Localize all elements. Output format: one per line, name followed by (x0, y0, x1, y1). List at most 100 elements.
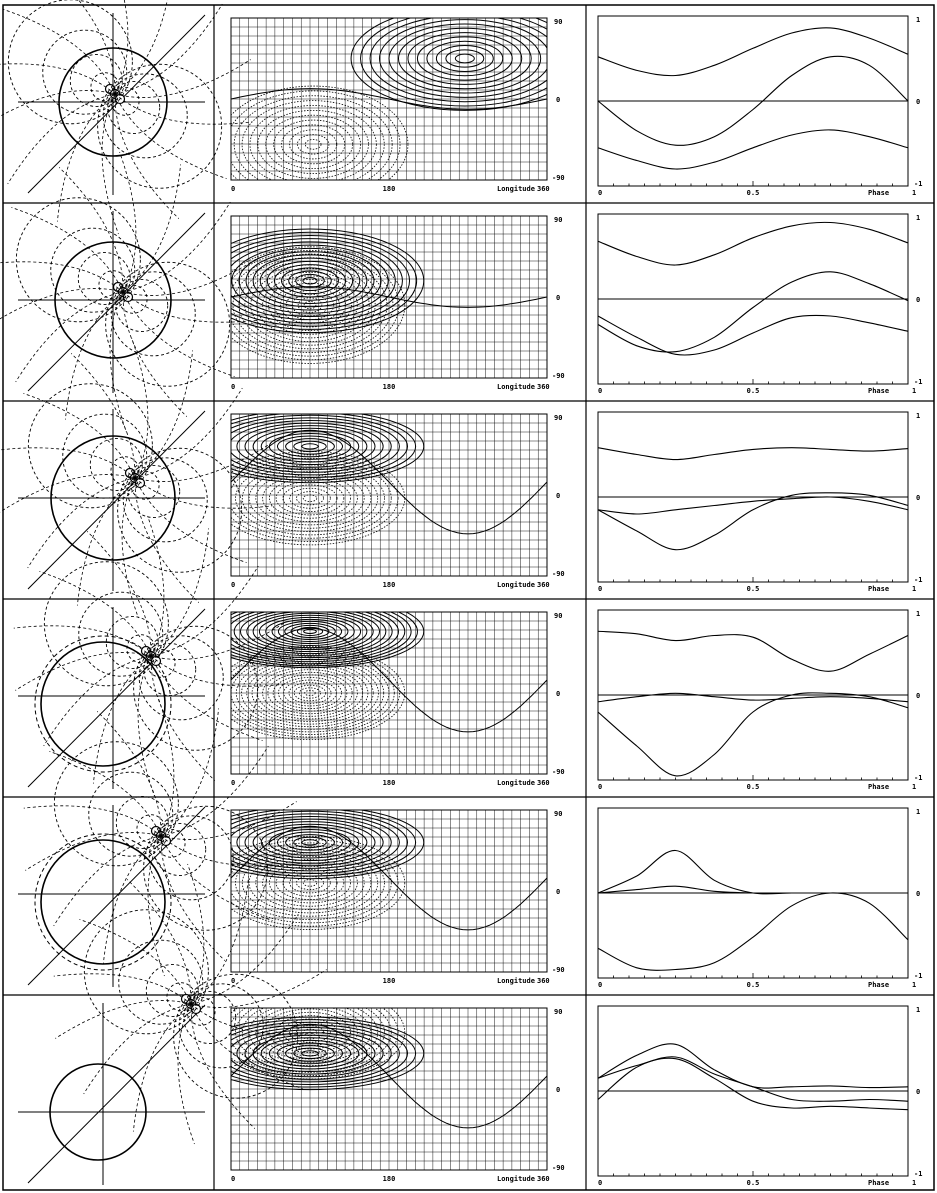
field-diagram (0, 0, 253, 235)
contour-line (281, 267, 339, 295)
field-line (114, 93, 180, 219)
curve-y-tick-label: 1 (916, 16, 920, 24)
map-x-tick-label: 0 (231, 185, 235, 193)
field-loop (62, 413, 148, 499)
map-y-tick-label: 90 (554, 414, 562, 422)
field-loop (7, 0, 133, 125)
field-loop (130, 470, 160, 500)
field-line (13, 625, 152, 657)
field-line (102, 835, 162, 964)
field-line (150, 565, 259, 657)
contour-line (231, 1021, 408, 1085)
field-line (7, 93, 116, 185)
field-line (0, 474, 136, 513)
contour-line (265, 616, 355, 647)
curve-y-tick-label: 0 (916, 494, 920, 502)
contour-line (231, 612, 418, 667)
field-loop (153, 823, 207, 876)
map-x-axis-label: Longitude (497, 977, 535, 985)
field-line (122, 257, 259, 296)
diagram-axis-diagonal (27, 212, 206, 392)
curve-y-tick-label: 1 (916, 610, 920, 618)
field-line (109, 291, 127, 433)
map-y-tick-label: -90 (552, 570, 565, 578)
contour-line (260, 826, 360, 859)
field-line (177, 1003, 195, 1145)
contour-line-dashed (293, 684, 327, 702)
phase-curve-panel: 0 0.5 Phase 1 1 0 -1 (597, 609, 922, 791)
contour-line (276, 1042, 344, 1065)
contour-line (231, 244, 389, 317)
map-x-tick-label: 360 (537, 977, 550, 985)
contour-line (258, 614, 362, 649)
field-diagram (18, 863, 329, 1185)
phase-curve (597, 885, 908, 894)
contour-line (231, 417, 400, 476)
contour-line-dashed (231, 454, 399, 542)
field-loop (27, 383, 153, 509)
field-loop (50, 227, 136, 313)
contour-line (231, 414, 417, 481)
contour-line-dashed (241, 100, 385, 180)
contour-line (276, 435, 344, 458)
trajectory-line (231, 825, 547, 931)
map-y-tick-label: 90 (554, 216, 562, 224)
contour-line-dashed (299, 687, 321, 699)
field-loop (102, 73, 188, 159)
contour-line-dashed (296, 134, 330, 155)
field-line (150, 655, 263, 741)
contour-map: 0 180 Longitude 360 90 0 -90 (230, 17, 565, 193)
field-line (134, 387, 243, 479)
curve-x-tick-label: 1 (912, 783, 916, 791)
contour-line-dashed (304, 139, 322, 150)
contour-line-dashed (251, 664, 369, 722)
contour-line (236, 422, 384, 471)
field-line (49, 751, 162, 837)
map-x-axis-label: Longitude (497, 581, 535, 589)
field-line (122, 291, 188, 417)
map-x-tick-label: 180 (383, 977, 396, 985)
map-y-tick-label: 0 (556, 1086, 560, 1094)
field-line (119, 151, 137, 293)
field-line (190, 876, 250, 1005)
contour-line-dashed (275, 481, 345, 516)
field-loop (173, 973, 299, 1099)
contour-line (252, 612, 368, 651)
field-line (114, 3, 223, 95)
field-line (122, 291, 235, 377)
map-frame (230, 611, 548, 775)
field-loop (156, 828, 186, 858)
map-frame (230, 1007, 548, 1171)
field-line (150, 621, 287, 660)
contour-line (231, 238, 403, 324)
field-line (160, 835, 226, 961)
contour-line-dashed (249, 105, 377, 180)
field-line (114, 59, 251, 98)
contour-line (259, 257, 361, 304)
field-line (114, 0, 168, 95)
field-line (0, 63, 116, 95)
map-x-axis-label: Longitude (497, 1175, 535, 1183)
contour-line-dashed (262, 859, 358, 907)
field-line (114, 93, 227, 179)
phase-curve (597, 692, 909, 777)
curve-x-tick-label: 0 (598, 387, 602, 395)
body-circle (58, 47, 168, 157)
phase-curve (597, 692, 909, 703)
map-x-tick-label: 360 (537, 383, 550, 391)
map-x-tick-label: 0 (231, 1175, 235, 1183)
map-y-tick-label: 0 (556, 96, 560, 104)
map-y-tick-label: -90 (552, 966, 565, 974)
field-diagram (18, 695, 299, 987)
contour-line-dashed (273, 119, 354, 170)
field-line (134, 443, 271, 482)
curve-y-tick-label: -1 (914, 576, 922, 584)
contour-line-dashed (232, 257, 388, 353)
field-line (134, 477, 200, 603)
field-loop (117, 447, 243, 573)
field-line (78, 0, 116, 95)
contour-line (231, 612, 406, 663)
contour-map: 0 180 Longitude 360 90 0 -90 (230, 215, 565, 391)
